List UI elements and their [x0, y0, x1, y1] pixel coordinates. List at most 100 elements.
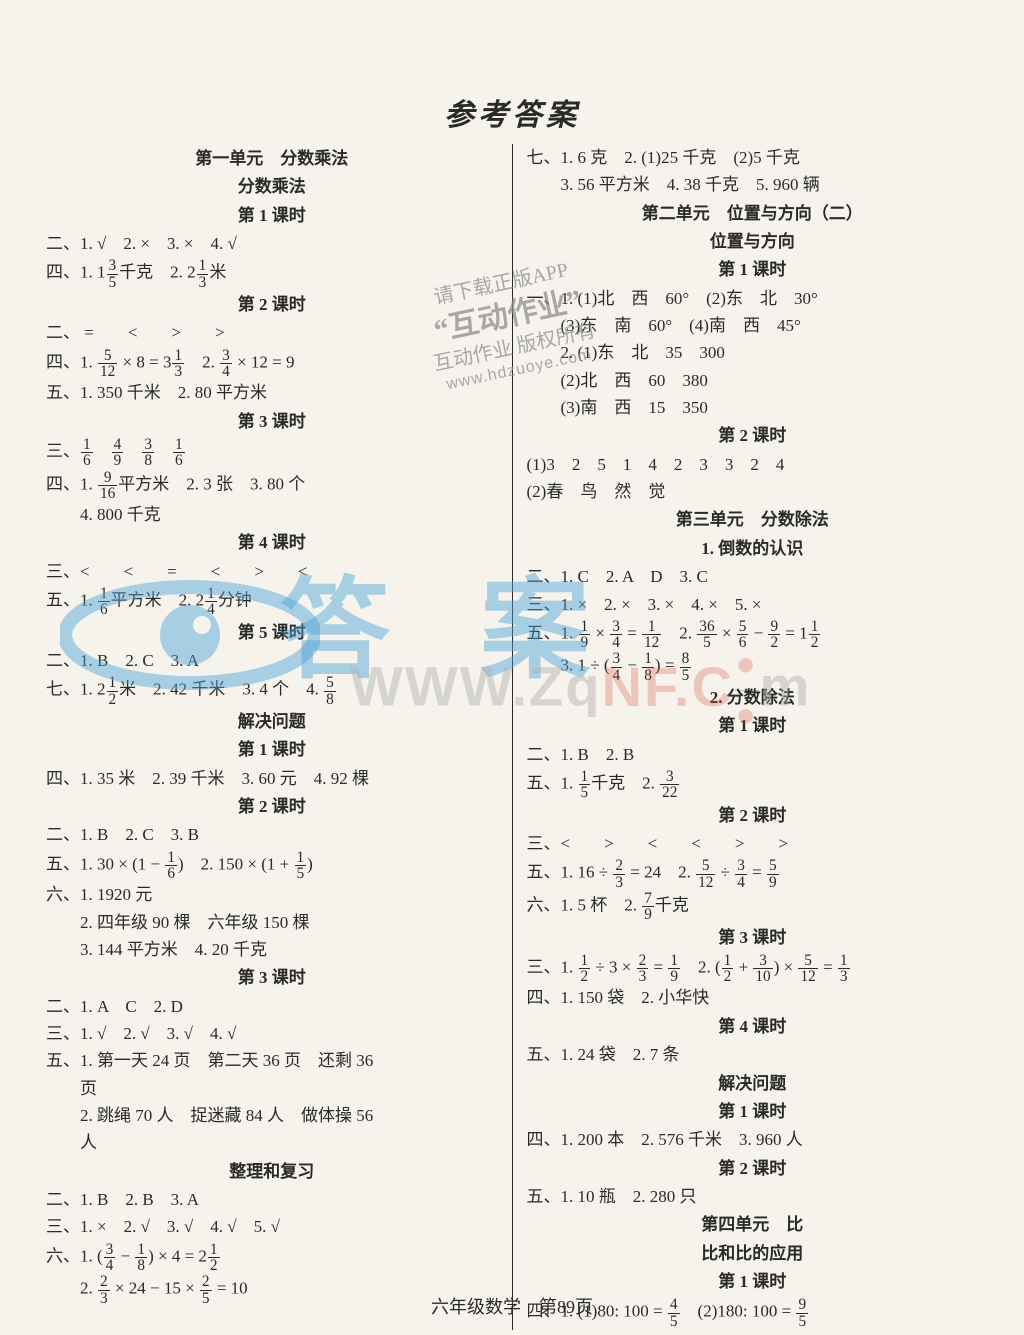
line: 二、1. B 2. B — [527, 742, 979, 768]
t: 千克 2. — [591, 774, 659, 793]
line: 二、1. C 2. A D 3. C — [527, 564, 979, 590]
line: 五、1. 16平方米 2. 214分钟 — [46, 586, 498, 618]
line: 二、1. A C 2. D — [46, 994, 498, 1020]
line: 2. (1)东 北 35 300 — [527, 340, 979, 366]
line: 四、1. 916平方米 2. 3 张 3. 80 个 — [46, 470, 498, 502]
t: 平方米 2. 3 张 3. 80 个 — [118, 474, 305, 493]
unit3-title: 第三单元 分数除法 — [527, 507, 979, 533]
unit1-sub: 分数乘法 — [46, 174, 498, 200]
line: (3)南 西 15 350 — [527, 395, 979, 421]
unit2-sub: 位置与方向 — [527, 229, 979, 255]
line: 一、1. (1)北 西 60° (2)东 北 30° — [527, 286, 979, 312]
line: 二、1. √ 2. × 3. × 4. √ — [46, 231, 498, 257]
unit3-sub1: 1. 倒数的认识 — [527, 536, 979, 562]
t: 五、1. 30 × (1 − — [46, 854, 164, 873]
review-title: 整理和复习 — [46, 1159, 498, 1185]
t: = — [649, 958, 667, 977]
line: 五、1. 16 ÷ 23 = 24 2. 512 ÷ 34 = 59 — [527, 858, 979, 890]
line: 四、1. 200 本 2. 576 千米 3. 960 人 — [527, 1127, 979, 1153]
line: 四、1. 512 × 8 = 313 2. 34 × 12 = 9 — [46, 348, 498, 380]
line: 五、1. 10 瓶 2. 280 只 — [527, 1184, 979, 1210]
r-p5: 第 3 课时 — [527, 925, 979, 951]
period1: 第 1 课时 — [46, 203, 498, 229]
t: 千克 2. 2 — [119, 263, 196, 282]
line: 三、< > < < > > — [527, 831, 979, 857]
sp1: 第 1 课时 — [46, 737, 498, 763]
t: 四、1. — [46, 352, 97, 371]
unit3-sub2: 2. 分数除法 — [527, 685, 979, 711]
line: 三、1. 12 ÷ 3 × 23 = 19 2. (12 + 310) × 51… — [527, 953, 979, 985]
line: 五、1. 第一天 24 页 第二天 36 页 还剩 36 — [46, 1048, 498, 1074]
unit4-sub: 比和比的应用 — [527, 1241, 979, 1267]
period3: 第 3 课时 — [46, 409, 498, 435]
t: 分钟 — [218, 591, 252, 610]
line: 六、1. 1920 元 — [46, 882, 498, 908]
t: 三、 — [46, 442, 80, 461]
t: 3. 1 ÷ ( — [561, 656, 610, 675]
t: 平方米 2. 2 — [111, 591, 205, 610]
line: 四、1. 150 袋 2. 小华快 — [527, 985, 979, 1011]
t: 千克 — [655, 896, 689, 915]
t: = 1 — [781, 624, 808, 643]
page-title: 参考答案 — [40, 90, 984, 134]
line: (2)春 鸟 然 觉 — [527, 479, 979, 505]
t: 七、1. 2 — [46, 680, 106, 699]
line: 五、1. 30 × (1 − 16) 2. 150 × (1 + 15) — [46, 850, 498, 882]
t: = 24 2. — [626, 863, 695, 882]
t: 四、1. 1 — [46, 263, 106, 282]
line: 三、1. × 2. × 3. × 4. × 5. × — [527, 592, 979, 618]
page: 参考答案 第一单元 分数乘法 分数乘法 第 1 课时 二、1. √ 2. × 3… — [0, 0, 1024, 1335]
line: 三、< < = < > < — [46, 559, 498, 585]
line: 五、1. 19 × 34 = 112 2. 365 × 56 − 92 = 11… — [527, 619, 979, 651]
period4: 第 4 课时 — [46, 530, 498, 556]
t: 四、1. — [46, 474, 97, 493]
line: 二、 = < > > — [46, 320, 498, 346]
columns: 第一单元 分数乘法 分数乘法 第 1 课时 二、1. √ 2. × 3. × 4… — [40, 144, 984, 1330]
unit2-title: 第二单元 位置与方向（二） — [527, 201, 979, 227]
r-p4: 第 2 课时 — [527, 803, 979, 829]
t: = — [748, 863, 766, 882]
t: 五、1. — [527, 774, 578, 793]
right-column: 七、1. 6 克 2. (1)25 千克 (2)5 千克 3. 56 平方米 4… — [513, 144, 985, 1330]
line: (3)东 南 60° (4)南 西 45° — [527, 313, 979, 339]
t: × 12 = 9 — [233, 352, 295, 371]
t: = — [819, 958, 837, 977]
t: ) × 4 = 2 — [148, 1247, 207, 1266]
unit4-title: 第四单元 比 — [527, 1212, 979, 1238]
sp3: 第 3 课时 — [46, 965, 498, 991]
t: ÷ — [716, 863, 734, 882]
t: − — [623, 656, 641, 675]
t: × 8 = 3 — [118, 352, 171, 371]
period5: 第 5 课时 — [46, 620, 498, 646]
period2: 第 2 课时 — [46, 292, 498, 318]
t: − — [749, 624, 767, 643]
line: 页 — [46, 1076, 498, 1102]
line: 七、1. 212米 2. 42 千米 3. 4 个 4. 58 — [46, 675, 498, 707]
line: 四、1. 35 米 2. 39 千米 3. 60 元 4. 92 棵 — [46, 766, 498, 792]
r-p3: 第 1 课时 — [527, 713, 979, 739]
line: 三、1. √ 2. √ 3. √ 4. √ — [46, 1021, 498, 1047]
t: 六、1. ( — [46, 1247, 103, 1266]
line: 3. 56 平方米 4. 38 千克 5. 960 辆 — [527, 172, 979, 198]
line: 五、1. 24 袋 2. 7 条 — [527, 1042, 979, 1068]
t: ) — [307, 854, 313, 873]
t: 三、1. — [527, 958, 578, 977]
t: 米 2. 42 千米 3. 4 个 4. — [119, 680, 323, 699]
r-sp2: 第 2 课时 — [527, 1156, 979, 1182]
t: 2. ( — [681, 958, 721, 977]
r-sp1: 第 1 课时 — [527, 1099, 979, 1125]
t: 五、1. — [527, 624, 578, 643]
line: 4. 800 千克 — [46, 502, 498, 528]
unit1-title: 第一单元 分数乘法 — [46, 146, 498, 172]
line: 五、1. 15千克 2. 322 — [527, 769, 979, 801]
r-p1: 第 1 课时 — [527, 257, 979, 283]
t: 米 — [209, 263, 226, 282]
t: 五、1. — [46, 591, 97, 610]
line: 二、1. B 2. B 3. A — [46, 1187, 498, 1213]
line: (2)北 西 60 380 — [527, 368, 979, 394]
t: 2. — [662, 624, 696, 643]
t: 六、1. 5 杯 2. — [527, 896, 642, 915]
t: + — [734, 958, 752, 977]
r-solve: 解决问题 — [527, 1071, 979, 1097]
t: 2. — [185, 352, 219, 371]
